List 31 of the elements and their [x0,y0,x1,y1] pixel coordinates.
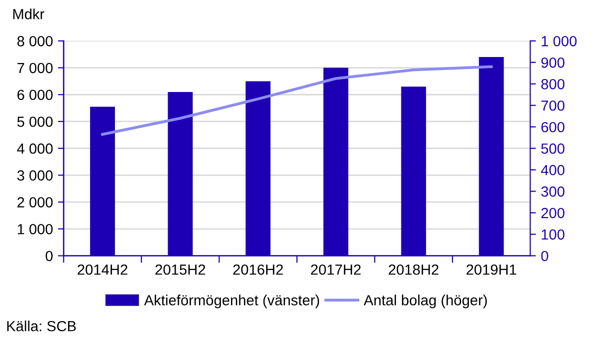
x-tick-label: 2017H2 [311,264,361,275]
y2-tick-label: 300 [541,186,564,197]
y2-tick-label: 500 [541,143,564,154]
legend-label: Antal bolag (höger) [364,294,487,308]
x-tick-label: 2016H2 [233,264,283,275]
y-tick-label: 4 000 [17,143,53,154]
y2-tick-label: 200 [541,208,564,218]
legend-label: Aktieförmögenhet (vänster) [144,294,320,308]
y-tick-label: 0 [46,250,53,262]
y2-tick-label: 1 000 [542,36,577,46]
x-tick-label: 2019H1 [466,264,516,275]
y2-tick-label: 400 [541,164,564,176]
y-tick-label: 2 000 [17,197,53,208]
y2-tick-label: 700 [541,100,564,111]
y-tick-label: 3 000 [17,170,53,181]
y-tick-label: 6 000 [17,90,53,100]
y2-tick-label: 600 [541,122,564,132]
x-tick-label: 2018H2 [388,264,438,275]
y-tick-label: 8 000 [17,36,53,46]
y-tick-label: 5 000 [17,116,53,127]
x-tick-label: 2015H2 [155,264,206,275]
y-axis-title: Mdkr [13,8,44,20]
x-tick-label: 2014H2 [78,264,128,275]
text: Källa: SCB [7,320,76,332]
y-tick-label: 1 000 [18,224,53,234]
y-tick-label: 7 000 [17,62,53,74]
y2-tick-label: 900 [541,58,564,68]
line-series [101,65,493,136]
y2-tick-label: 800 [541,78,564,90]
y2-tick-label: 100 [542,229,564,240]
y2-tick-label: 0 [541,250,548,262]
